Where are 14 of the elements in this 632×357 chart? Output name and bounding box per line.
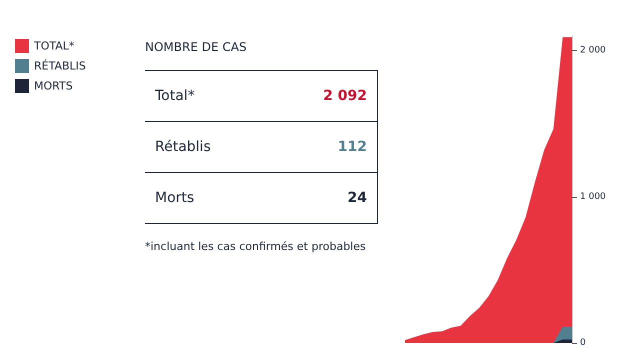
- category-label: Total*: [155, 88, 195, 104]
- y-tick-label: 2 000: [580, 46, 606, 56]
- data-label: 2 092: [323, 88, 367, 104]
- category-label: Morts: [155, 190, 194, 206]
- data-label: 112: [338, 139, 367, 155]
- legend-label: RÉTABLIS: [34, 58, 86, 72]
- y-tick-label: 0: [580, 338, 586, 348]
- data-label: 24: [348, 190, 367, 206]
- text: NOMBRE DE CAS: [145, 40, 248, 54]
- y-tick-label: 1 000: [580, 192, 606, 202]
- category-label: Rétablis: [155, 139, 211, 155]
- legend-label: MORTS: [34, 80, 73, 92]
- text: *incluant les cas confirmés et probables: [145, 240, 367, 253]
- legend-label: TOTAL*: [33, 40, 75, 52]
